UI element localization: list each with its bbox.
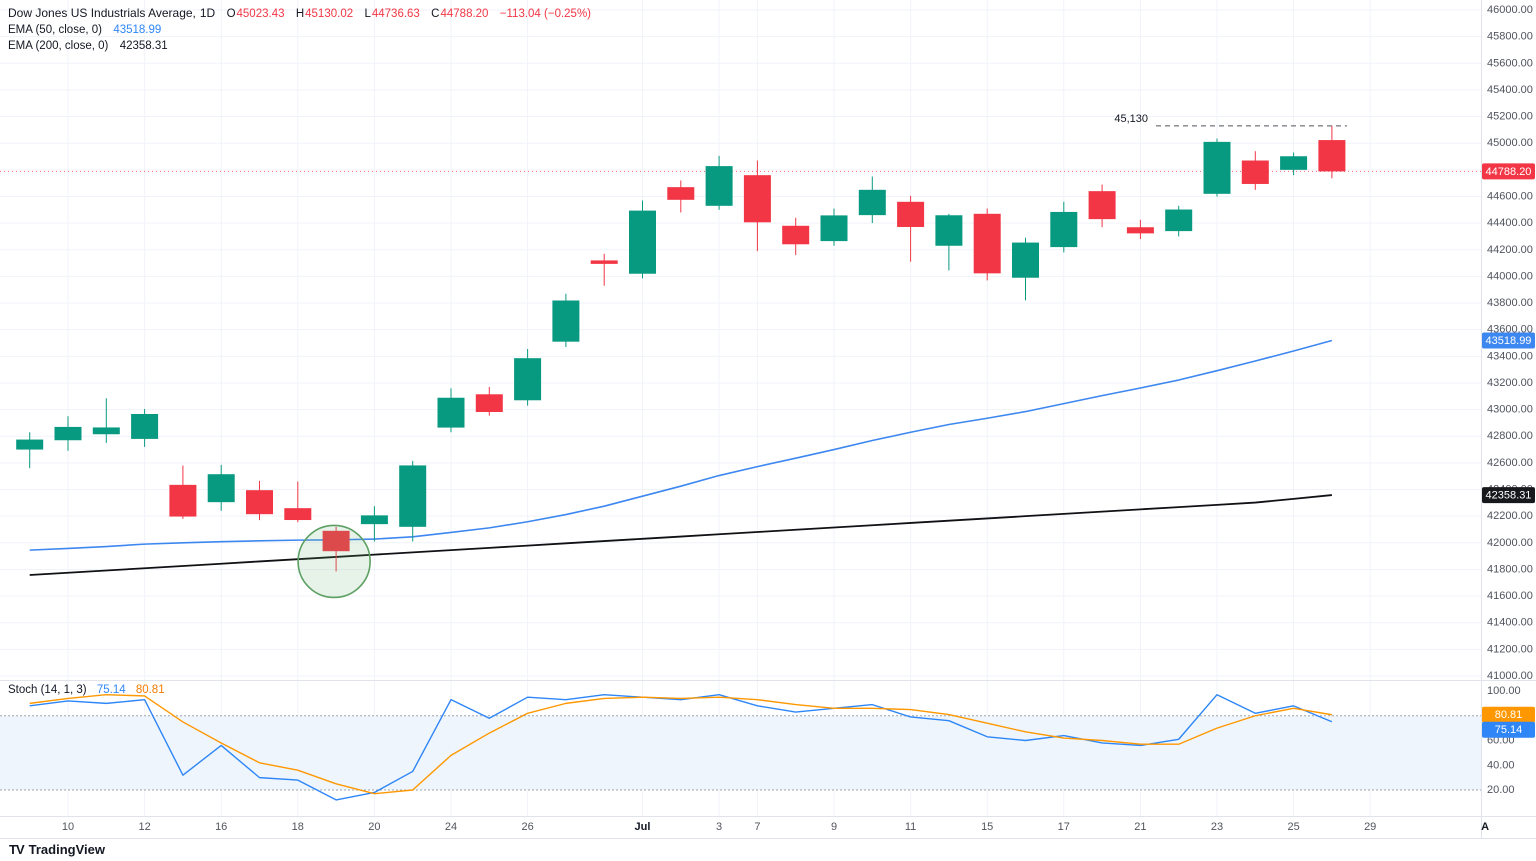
close-label: C [431,8,440,20]
stoch-k-value: 75.14 [96,684,126,696]
low-value: 44736.63 [371,8,420,20]
open-label: O [226,8,236,20]
main-legend: Dow Jones US Industrials Average, 1D O450… [8,6,591,54]
svg-text:44600.00: 44600.00 [1487,190,1533,202]
svg-text:29: 29 [1364,821,1376,833]
axis-badge: 44788.20 [1482,163,1535,180]
svg-text:100.00: 100.00 [1487,685,1521,697]
svg-text:42000.00: 42000.00 [1487,537,1533,549]
svg-text:42358.31: 42358.31 [1486,490,1532,502]
open-value: 45023.43 [236,8,285,20]
svg-text:3: 3 [716,821,722,833]
axis-badge: 42358.31 [1482,487,1535,504]
svg-text:45800.00: 45800.00 [1487,31,1533,43]
svg-text:Jul: Jul [635,821,651,833]
price-level-annotation[interactable]: 45,130 [1114,113,1347,127]
svg-text:15: 15 [981,821,993,833]
high-value: 45130.02 [305,8,354,20]
axis-badge: 80.81 [1482,706,1535,723]
grid [0,0,1481,816]
svg-text:A: A [1481,821,1489,833]
ema50-value: 43518.99 [113,24,162,36]
symbol-row: Dow Jones US Industrials Average, 1D O450… [8,6,591,22]
svg-text:41800.00: 41800.00 [1487,563,1533,575]
low-label: L [364,8,371,20]
stoch-label: Stoch (14, 1, 3) [8,684,87,696]
svg-text:43518.99: 43518.99 [1486,335,1532,347]
svg-text:75.14: 75.14 [1495,724,1523,736]
svg-text:25: 25 [1287,821,1299,833]
axis-badge: 75.14 [1482,721,1535,738]
svg-text:42200.00: 42200.00 [1487,510,1533,522]
svg-text:17: 17 [1058,821,1070,833]
svg-text:20.00: 20.00 [1487,784,1515,796]
svg-text:41200.00: 41200.00 [1487,643,1533,655]
symbol-title[interactable]: Dow Jones US Industrials Average, [8,6,196,20]
svg-text:45400.00: 45400.00 [1487,84,1533,96]
svg-text:45600.00: 45600.00 [1487,57,1533,69]
stoch-d-value: 80.81 [135,684,165,696]
svg-text:44400.00: 44400.00 [1487,217,1533,229]
ema200-label: EMA (200, close, 0) [8,40,109,52]
svg-text:80.81: 80.81 [1495,709,1523,721]
svg-text:43200.00: 43200.00 [1487,377,1533,389]
axis-badge: 43518.99 [1482,332,1535,349]
svg-text:45,130: 45,130 [1114,113,1148,125]
stoch-d-line [29,694,1333,795]
svg-text:7: 7 [754,821,760,833]
svg-text:46000.00: 46000.00 [1487,4,1533,16]
svg-text:18: 18 [292,821,304,833]
svg-text:41000.00: 41000.00 [1487,670,1533,682]
stoch-band [0,715,1481,791]
stoch-k-line [29,694,1333,801]
svg-text:40.00: 40.00 [1487,759,1515,771]
high-label: H [295,8,305,20]
svg-text:41400.00: 41400.00 [1487,617,1533,629]
svg-text:42600.00: 42600.00 [1487,457,1533,469]
svg-text:44788.20: 44788.20 [1486,166,1532,178]
svg-text:45000.00: 45000.00 [1487,137,1533,149]
ema50-row[interactable]: EMA (50, close, 0) 43518.99 [8,22,591,38]
tradingview-wordmark: TradingView [28,842,105,857]
ema200-row[interactable]: EMA (200, close, 0) 42358.31 [8,38,591,54]
svg-text:43800.00: 43800.00 [1487,297,1533,309]
interval-label[interactable]: 1D [199,6,216,20]
close-value: 44788.20 [440,8,489,20]
svg-text:9: 9 [831,821,837,833]
svg-text:43000.00: 43000.00 [1487,404,1533,416]
svg-text:42800.00: 42800.00 [1487,430,1533,442]
svg-text:23: 23 [1211,821,1223,833]
svg-text:45200.00: 45200.00 [1487,111,1533,123]
tradingview-icon: TV [9,842,25,857]
ema200-line[interactable] [29,494,1332,576]
tradingview-logo[interactable]: TV TradingView [9,842,105,857]
ema200-value: 42358.31 [119,40,168,52]
highlight-circle[interactable] [297,524,371,599]
svg-text:10: 10 [62,821,74,833]
svg-text:44200.00: 44200.00 [1487,244,1533,256]
change-value: −113.04 (−0.25%) [499,8,592,20]
svg-text:43400.00: 43400.00 [1487,350,1533,362]
svg-text:24: 24 [445,821,457,833]
svg-text:26: 26 [521,821,533,833]
stoch-legend[interactable]: Stoch (14, 1, 3) 75.14 80.81 [8,684,165,696]
svg-text:16: 16 [215,821,227,833]
svg-text:20: 20 [368,821,380,833]
svg-text:41600.00: 41600.00 [1487,590,1533,602]
ema50-label: EMA (50, close, 0) [8,24,102,36]
svg-text:21: 21 [1134,821,1146,833]
ema50-line[interactable] [29,339,1333,551]
svg-text:12: 12 [138,821,150,833]
svg-text:44000.00: 44000.00 [1487,270,1533,282]
candlestick-series [16,125,1346,572]
time-axis[interactable]: 10 12 16 18 20 24 26 Jul 3 7 9 11 15 17 21 23 25 29 A [62,821,1489,833]
svg-text:11: 11 [905,821,916,833]
